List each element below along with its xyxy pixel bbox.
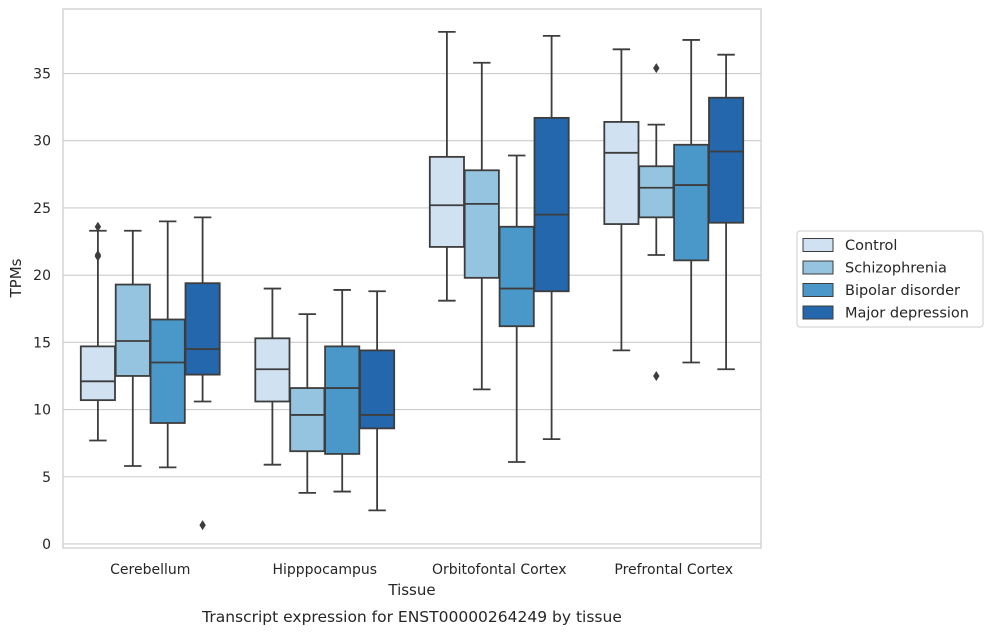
y-tick-label: 0	[42, 537, 51, 553]
y-tick-label: 5	[42, 470, 51, 486]
chart-caption: Transcript expression for ENST0000026424…	[201, 608, 622, 626]
box-group	[428, 30, 465, 302]
y-tick-labels: 0 5 10 15 20 25 30 35	[33, 67, 51, 553]
box	[498, 225, 535, 328]
y-tick-label: 10	[33, 403, 51, 419]
legend-swatch	[802, 283, 834, 297]
box-group	[638, 63, 675, 381]
box-group	[254, 287, 291, 466]
y-tick-label: 35	[33, 67, 51, 83]
legend-swatch	[802, 305, 834, 320]
x-axis-label: Tissue	[387, 581, 435, 599]
y-tick-label: 20	[33, 268, 51, 284]
legend: Control Schizophrenia Bipolar disorder Majo…	[796, 230, 984, 328]
box	[463, 169, 500, 279]
outlier-point	[653, 370, 660, 381]
x-tick-label: Prefrontal Cortex	[614, 562, 733, 578]
box-group	[498, 154, 535, 463]
box-group	[324, 289, 361, 493]
y-tick-label: 30	[33, 134, 51, 150]
box	[289, 387, 326, 453]
box	[114, 283, 151, 377]
box-group	[149, 220, 186, 469]
box-group	[289, 313, 326, 494]
outlier-point	[94, 251, 102, 262]
box-group	[533, 34, 570, 441]
plot-frame	[62, 8, 762, 549]
box-group	[359, 290, 396, 512]
x-tick-labels: Cerebellum Hipppocampus Orbitofontal Corte…	[110, 562, 733, 578]
box	[673, 143, 710, 262]
box-group	[708, 53, 745, 371]
y-axis-label: TPMs	[7, 258, 25, 298]
box-group	[673, 39, 710, 364]
outlier-point	[94, 221, 102, 232]
y-tick-label: 15	[33, 335, 51, 351]
legend-items: Control Schizophrenia Bipolar disorder Majo…	[802, 238, 969, 322]
x-tick-label: Hipppocampus	[272, 562, 377, 578]
box	[359, 349, 396, 430]
y-tick-label: 25	[33, 201, 51, 217]
x-tick-label: Orbitofontal Cortex	[432, 562, 567, 578]
box	[428, 155, 465, 248]
box	[638, 165, 675, 219]
outlier-point	[653, 63, 660, 74]
box	[533, 116, 570, 293]
box	[603, 121, 640, 225]
legend-swatch	[802, 238, 834, 252]
box-group	[114, 229, 151, 467]
box	[79, 345, 116, 402]
legend-swatch	[802, 260, 834, 275]
x-tick-label: Cerebellum	[110, 562, 190, 578]
legend-frame	[796, 230, 984, 328]
boxes	[79, 30, 745, 531]
legend-label: Control	[845, 238, 897, 254]
box	[324, 345, 361, 455]
box	[184, 282, 221, 376]
box-group	[79, 221, 116, 442]
box-group	[184, 216, 221, 531]
outlier-point	[199, 520, 206, 531]
box-group	[603, 48, 640, 352]
legend-label: Bipolar disorder	[845, 283, 960, 299]
legend-label: Major depression	[845, 306, 969, 322]
box	[708, 96, 745, 224]
box-group	[463, 61, 500, 391]
box	[149, 318, 186, 424]
legend-label: Schizophrenia	[845, 261, 947, 277]
